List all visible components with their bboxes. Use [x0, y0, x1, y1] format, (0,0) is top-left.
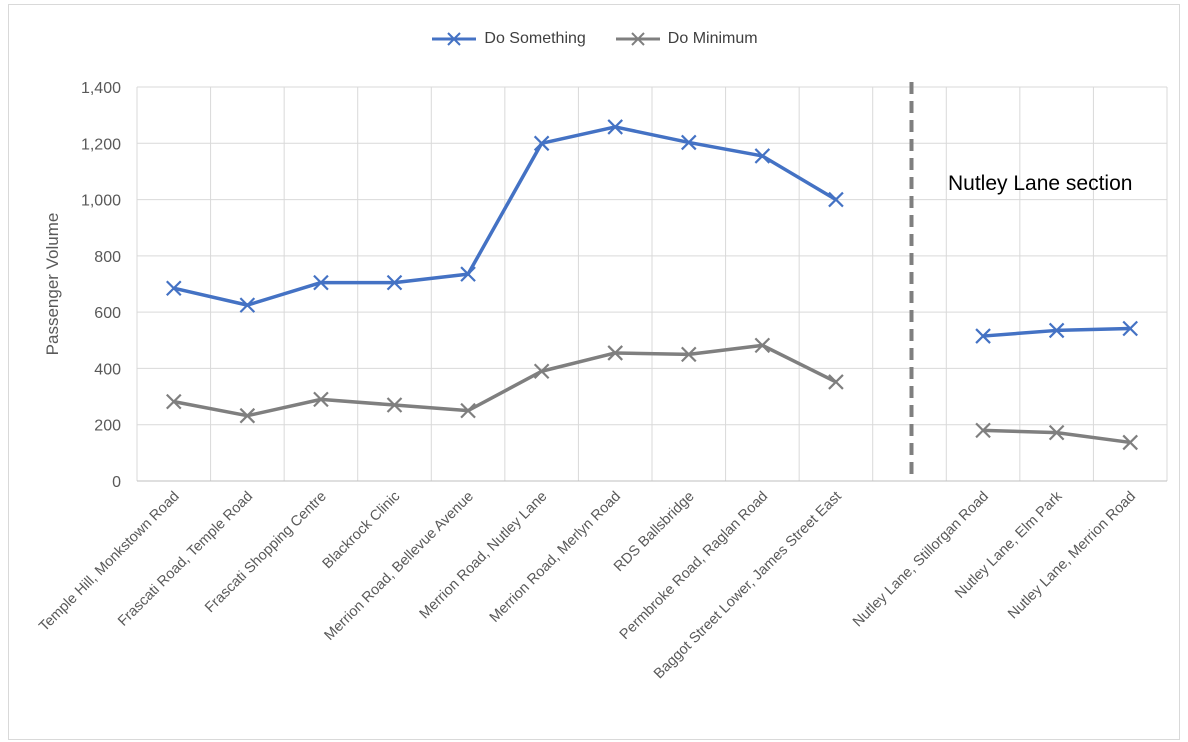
marker-stroke: [681, 134, 697, 151]
x-tick-label: Frascati Road, Temple Road: [115, 489, 256, 630]
marker-stroke: [313, 391, 329, 408]
legend-label-do-minimum: Do Minimum: [667, 30, 758, 47]
chart-frame: [8, 4, 1180, 740]
marker-stroke: [386, 397, 403, 413]
data-point-do-minimum: [828, 374, 844, 390]
data-point-do-minimum: [607, 345, 623, 361]
x-tick-label: Merrion Road, Bellevue Avenue: [322, 489, 477, 644]
marker-stroke: [681, 346, 697, 363]
y-tick-label: 800: [94, 249, 121, 266]
x-tick-label: Merrion Road, Nutley Lane: [417, 489, 551, 623]
y-tick-label: 400: [94, 361, 121, 378]
marker-stroke: [313, 274, 329, 291]
legend: Do Something Do Minimum: [0, 30, 1188, 48]
y-tick-label: 1,000: [81, 193, 121, 210]
marker-stroke: [754, 337, 771, 354]
data-point-do-something: [1048, 322, 1065, 339]
marker-stroke: [754, 148, 771, 164]
y-axis-label: Passenger Volume: [43, 213, 62, 356]
data-point-do-minimum: [386, 397, 403, 413]
data-point-do-something: [607, 119, 623, 135]
marker-stroke: [166, 280, 182, 296]
marker-stroke: [975, 328, 991, 344]
data-point-do-something: [681, 134, 697, 151]
data-point-do-minimum: [313, 391, 329, 408]
data-point-do-something: [166, 280, 182, 296]
y-tick-label: 0: [112, 474, 121, 491]
marker-stroke: [239, 297, 256, 313]
data-point-do-minimum: [533, 363, 550, 380]
marker-stroke: [460, 402, 476, 419]
marker-stroke: [607, 119, 623, 135]
legend-marker-do-minimum: [615, 32, 660, 46]
data-point-do-minimum: [975, 422, 991, 439]
x-tick-label: Merrion Road, Merlyn Road: [487, 489, 624, 626]
data-point-do-minimum: [166, 393, 182, 410]
legend-marker-do-something: [432, 32, 477, 46]
x-tick-label: Nutley Lane, Stillorgan Road: [850, 489, 992, 631]
x-tick-label: Permbroke Road, Raglan Road: [617, 489, 771, 643]
marker-stroke: [607, 345, 623, 361]
y-tick-label: 1,200: [81, 136, 121, 153]
series-line-do-minimum: [173, 343, 837, 418]
data-point-do-something: [460, 266, 476, 282]
marker-stroke: [533, 135, 550, 152]
y-tick-label: 200: [94, 418, 121, 435]
marker-stroke: [239, 407, 256, 424]
data-point-do-minimum: [460, 402, 476, 419]
data-point-do-minimum: [1048, 424, 1065, 441]
data-point-do-something: [533, 135, 550, 152]
data-point-do-something: [313, 274, 329, 291]
x-tick-label: Frascati Shopping Centre: [202, 489, 330, 617]
section-annotation: Nutley Lane section: [948, 172, 1132, 195]
x-tick-label: RDS Ballsbridge: [611, 489, 698, 576]
x-tick-label: Blackrock Clinic: [320, 489, 404, 573]
x-tick-label: Nutley Lane, Merrion Road: [1005, 489, 1139, 623]
marker-stroke: [460, 266, 476, 282]
legend-item-do-minimum: Do Minimum: [614, 30, 758, 48]
gridlines: [136, 86, 1168, 482]
marker-stroke: [975, 422, 991, 439]
marker-stroke: [533, 363, 550, 380]
data-point-do-something: [828, 191, 844, 208]
data-point-do-minimum: [681, 346, 697, 363]
data-point-do-something: [1122, 320, 1138, 337]
marker-stroke: [1048, 424, 1065, 441]
legend-label-do-something: Do Something: [484, 30, 586, 47]
marker-stroke: [1122, 434, 1138, 451]
data-point-do-minimum: [754, 337, 771, 354]
marker-stroke: [166, 393, 182, 410]
marker-stroke: [1048, 322, 1065, 339]
legend-item-do-something: Do Something: [430, 30, 586, 48]
data-point-do-minimum: [1122, 434, 1138, 451]
y-tick-label: 1,400: [81, 80, 121, 97]
marker-stroke: [828, 374, 844, 390]
series-line-do-something: [173, 125, 837, 307]
marker-stroke: [386, 274, 403, 291]
marker-stroke: [828, 191, 844, 208]
x-tick-label: Temple Hill, Monkstown Road: [36, 489, 182, 635]
series-lines: [166, 119, 1138, 451]
data-point-do-something: [754, 148, 771, 164]
data-point-do-something: [386, 274, 403, 291]
marker-stroke: [1122, 320, 1138, 337]
data-point-do-minimum: [239, 407, 256, 424]
data-point-do-something: [975, 328, 991, 344]
axes: 0 200 400 600 800 1,000 1,200 1,400 Temple Hill,…: [36, 80, 1167, 682]
data-point-do-something: [239, 297, 256, 313]
y-tick-label: 600: [94, 305, 121, 322]
